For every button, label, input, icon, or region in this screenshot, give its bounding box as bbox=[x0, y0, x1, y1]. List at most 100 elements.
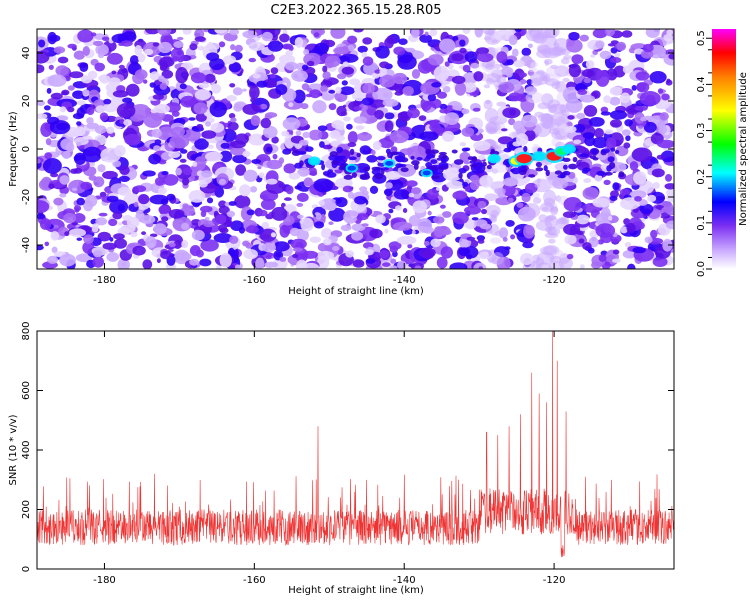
heatmap-cell bbox=[108, 218, 118, 227]
heatmap-cell bbox=[37, 50, 50, 64]
heatmap-cell bbox=[405, 180, 418, 188]
heatmap-cell bbox=[394, 91, 404, 96]
colorbar-label: Normalized spectral amplitude bbox=[738, 72, 749, 226]
heatmap-cell bbox=[369, 185, 379, 194]
heatmap-cell bbox=[477, 239, 485, 244]
colorbar-tick-label: 0.2 bbox=[696, 169, 707, 185]
heatmap-cell bbox=[149, 194, 169, 205]
heatmap-cell bbox=[523, 145, 528, 153]
heatmap-cell bbox=[566, 253, 574, 260]
heatmap-cell bbox=[549, 206, 559, 216]
heatmap-cell bbox=[427, 54, 444, 66]
heatmap-cell bbox=[625, 135, 631, 142]
heatmap-cell bbox=[295, 130, 302, 136]
heatmap-cell bbox=[319, 141, 325, 148]
heatmap-cell bbox=[386, 35, 396, 44]
heatmap-cell bbox=[411, 230, 416, 235]
heatmap-cell bbox=[118, 175, 130, 182]
heatmap-cell bbox=[320, 85, 328, 92]
heatmap-cell bbox=[514, 29, 522, 33]
heatmap-cell bbox=[568, 31, 580, 41]
snr-y-tick-label: 400 bbox=[21, 440, 32, 459]
heatmap-cell bbox=[462, 64, 471, 73]
heatmap-cell bbox=[76, 141, 82, 147]
heatmap-cell bbox=[349, 148, 355, 156]
heatmap-cell bbox=[604, 261, 611, 266]
heatmap-cell bbox=[485, 226, 493, 234]
heatmap-cell bbox=[612, 258, 621, 263]
heatmap-cell bbox=[411, 69, 421, 79]
heatmap-cell bbox=[591, 149, 598, 154]
heatmap-cell bbox=[213, 233, 233, 243]
heatmap-cell bbox=[438, 166, 446, 170]
heatmap-cell bbox=[629, 190, 647, 199]
heatmap-cell bbox=[397, 260, 407, 269]
heatmap-cell bbox=[473, 140, 491, 151]
heatmap-cell bbox=[657, 88, 664, 94]
heatmap-cell bbox=[47, 74, 67, 87]
heatmap-cell bbox=[607, 156, 615, 163]
heatmap-cell bbox=[108, 77, 121, 86]
heatmap-cell bbox=[442, 130, 455, 142]
heatmap-cell bbox=[342, 62, 349, 67]
heatmap-cell bbox=[604, 171, 613, 176]
heatmap-cell bbox=[371, 149, 376, 156]
heatmap-cell bbox=[190, 72, 207, 84]
heatmap-cell bbox=[189, 43, 198, 51]
heatmap-cell bbox=[177, 57, 184, 63]
heatmap-cell bbox=[610, 234, 622, 243]
heatmap-cell bbox=[565, 98, 583, 113]
heatmap-cell bbox=[430, 98, 442, 109]
heatmap-cell bbox=[396, 235, 417, 245]
heatmap-cell bbox=[106, 52, 123, 65]
heatmap-y-axis-label: Frequency (Hz) bbox=[8, 111, 19, 187]
heatmap-cell bbox=[536, 251, 555, 265]
heatmap-cell bbox=[369, 99, 387, 109]
heatmap-cell bbox=[61, 91, 68, 96]
heatmap-cell bbox=[69, 71, 84, 79]
heatmap-cell bbox=[228, 113, 236, 119]
heatmap-cell bbox=[70, 168, 79, 174]
heatmap-cell bbox=[304, 125, 310, 130]
heatmap-cell bbox=[142, 259, 153, 269]
heatmap-cell bbox=[528, 66, 537, 73]
heatmap-cell bbox=[372, 141, 382, 151]
heatmap-cell bbox=[578, 238, 585, 244]
heatmap-cell bbox=[46, 87, 52, 94]
heatmap-cell bbox=[256, 80, 268, 88]
heatmap-cell bbox=[242, 103, 260, 115]
heatmap-cell bbox=[631, 85, 637, 91]
heatmap-cell bbox=[309, 171, 318, 177]
heatmap-cell bbox=[563, 164, 568, 170]
heatmap-cell bbox=[461, 127, 475, 137]
heatmap-cell bbox=[37, 213, 46, 220]
heatmap-cell bbox=[476, 52, 494, 63]
heatmap-cell bbox=[209, 101, 227, 118]
heatmap-cell bbox=[530, 61, 538, 68]
heatmap-cell bbox=[153, 145, 161, 152]
heatmap-cell bbox=[451, 75, 466, 84]
heatmap-cell bbox=[353, 116, 367, 124]
heatmap-y-tick-label: 0 bbox=[21, 146, 32, 152]
heatmap-cell bbox=[331, 160, 340, 165]
heatmap-cell bbox=[440, 246, 453, 259]
heatmap-cell bbox=[527, 43, 533, 48]
heatmap-cell bbox=[638, 125, 643, 129]
heatmap-cell bbox=[392, 221, 413, 231]
heatmap-cell bbox=[476, 235, 486, 241]
colorbar-tick-label: 0.0 bbox=[696, 261, 707, 277]
heatmap-cell bbox=[169, 134, 190, 149]
heatmap-cell bbox=[365, 258, 376, 264]
snr-series-line bbox=[37, 331, 674, 558]
heatmap-cell bbox=[521, 192, 531, 203]
heatmap-cell bbox=[132, 245, 146, 256]
heatmap-cell bbox=[332, 246, 340, 251]
heatmap-cell bbox=[462, 29, 471, 35]
heatmap-cell bbox=[171, 110, 180, 117]
heatmap-cell bbox=[470, 62, 480, 69]
heatmap-cell bbox=[250, 115, 261, 126]
heatmap-cell bbox=[235, 164, 247, 176]
heatmap-cell bbox=[64, 231, 70, 237]
heatmap-cell bbox=[161, 69, 174, 79]
heatmap-cell bbox=[408, 215, 421, 227]
